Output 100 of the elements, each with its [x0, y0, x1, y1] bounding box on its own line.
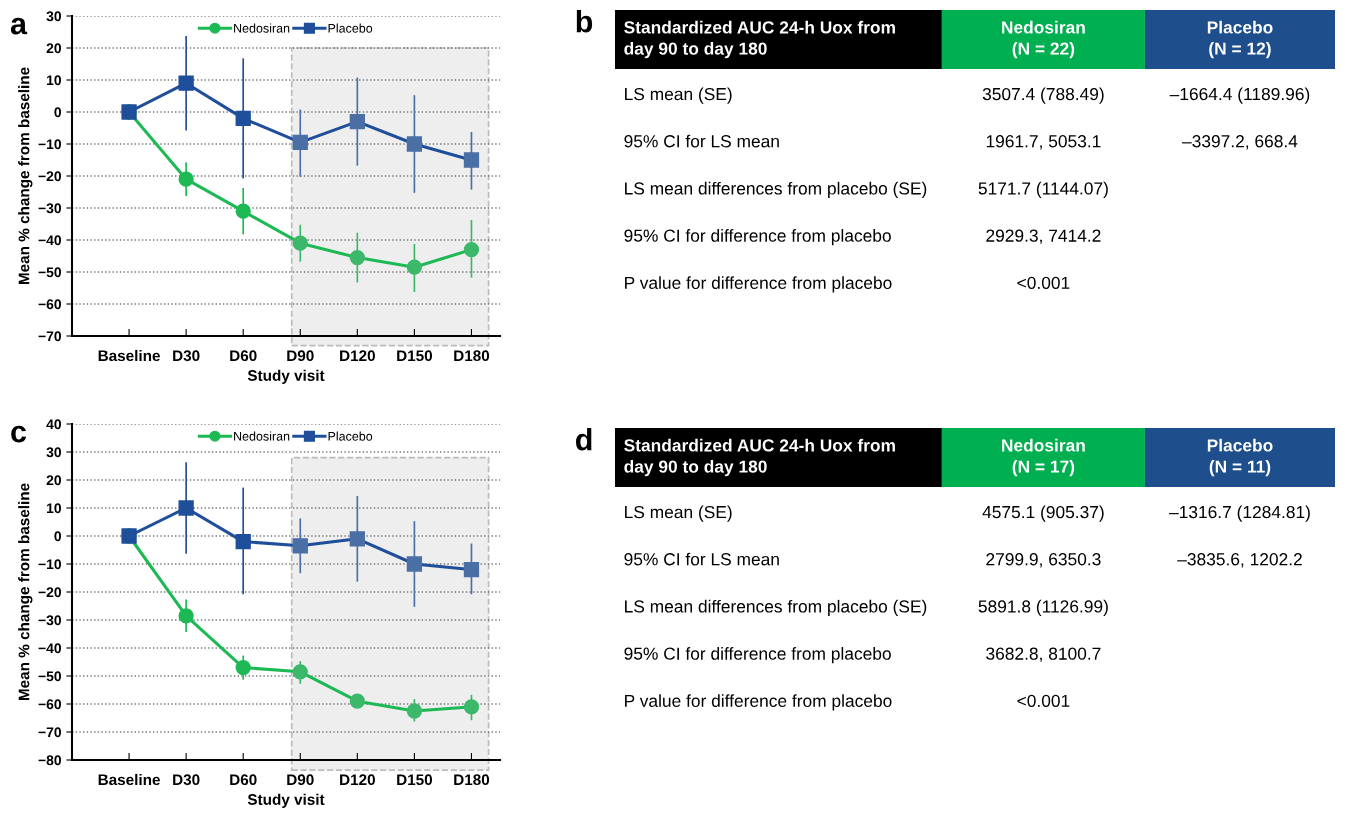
point: [463, 241, 480, 258]
x-tick-label: Baseline: [98, 773, 160, 786]
point: [235, 203, 251, 219]
x-tick-label: Baseline: [98, 349, 160, 362]
point: [292, 134, 308, 151]
text: 4575.1 (905.37): [982, 505, 1104, 522]
category-label: 95% CI for LS mean: [624, 134, 779, 148]
x-tick-label: D60: [230, 774, 257, 786]
y-tick-label: 0: [54, 107, 62, 118]
category-label: Placebo (N = 11): [1207, 438, 1273, 477]
x-tick-label: D150: [397, 350, 433, 362]
point: [292, 235, 308, 251]
point: [235, 110, 251, 127]
y-tick-label: 20: [46, 43, 62, 54]
x-tick-label: D120: [340, 774, 375, 786]
x-axis-title: Study visit: [247, 369, 325, 384]
chart-title: c: [11, 425, 27, 443]
y-tick-label: −80: [38, 755, 62, 766]
y-tick-label: −50: [38, 671, 62, 682]
y-axis-title: Mean % change from baseline: [18, 483, 33, 701]
x-tick-label: D180: [454, 774, 490, 786]
x-tick-label: D30: [173, 350, 200, 362]
x-tick-label: D90: [287, 774, 314, 786]
point: [406, 556, 423, 572]
y-tick-label: −70: [38, 727, 62, 738]
category-label: Placebo (N = 12): [1207, 20, 1273, 59]
text: b: [576, 10, 593, 33]
y-tick-label: 20: [46, 475, 62, 486]
y-tick-label: −50: [38, 267, 62, 278]
point: [235, 659, 251, 676]
x-tick-label: D120: [340, 350, 375, 362]
category-label: 95% CI for LS mean: [624, 552, 779, 566]
text: 2929.3, 7414.2: [986, 229, 1101, 244]
point: [235, 533, 251, 550]
y-tick-label: 30: [46, 447, 62, 458]
legend-label: Nedosiran: [234, 431, 290, 441]
point: [406, 136, 423, 152]
text: –3397.2, 668.4: [1182, 135, 1298, 150]
category-label: LS mean differences from placebo (SE): [625, 181, 927, 199]
text: 5891.8 (1126.99): [978, 599, 1108, 617]
point: [349, 693, 365, 709]
y-tick-label: 0: [54, 531, 62, 542]
category-label: LS mean (SE): [625, 87, 732, 104]
y-tick-label: −30: [38, 615, 62, 626]
text: –1664.4 (1189.96): [1169, 87, 1310, 104]
text: <0.001: [1017, 276, 1070, 290]
y-tick-label: 30: [46, 11, 62, 22]
text: –1316.7 (1284.81): [1169, 505, 1310, 522]
y-tick-label: −20: [38, 171, 62, 182]
category-label: 95% CI for difference from placebo: [624, 647, 891, 664]
category-label: Nedosiran (N = 22): [1002, 20, 1085, 59]
y-tick-label: 40: [46, 419, 62, 430]
y-axis-title: Mean % change from baseline: [18, 67, 33, 285]
legend-label: Nedosiran: [234, 23, 290, 33]
text: d: [575, 428, 592, 451]
chart-title: a: [10, 17, 28, 35]
point: [406, 703, 423, 719]
category-label: Standardized AUC 24-h Uox from day 90 to day 180: [624, 438, 895, 477]
legend-label: Placebo: [328, 431, 373, 441]
point: [178, 75, 194, 91]
text: –3835.6, 1202.2: [1177, 553, 1302, 568]
category-label: 95% CI for difference from placebo: [624, 229, 891, 246]
point: [463, 561, 480, 578]
x-tick-label: D150: [397, 774, 433, 786]
text: 5171.7 (1144.07): [978, 181, 1108, 199]
legend-label: Placebo: [328, 23, 373, 33]
category-label: LS mean differences from placebo (SE): [625, 599, 927, 617]
point: [178, 608, 194, 624]
x-axis-title: Study visit: [247, 793, 325, 808]
point: [349, 249, 365, 266]
text: 3507.4 (788.49): [982, 87, 1104, 104]
text: 3682.8, 8100.7: [986, 647, 1101, 662]
y-tick-label: −30: [38, 203, 62, 214]
text: 2799.9, 6350.3: [986, 553, 1101, 568]
point: [463, 152, 480, 168]
point: [349, 113, 365, 130]
y-tick-label: 10: [47, 503, 62, 514]
x-tick-label: D30: [173, 774, 200, 786]
point: [406, 259, 423, 275]
x-tick-label: D60: [230, 350, 257, 362]
x-tick-label: D90: [287, 350, 314, 362]
point: [178, 171, 194, 187]
category-label: LS mean (SE): [625, 505, 732, 522]
y-tick-label: −10: [38, 559, 62, 570]
y-tick-label: −40: [38, 643, 62, 654]
category-label: P value for difference from placebo: [625, 694, 892, 711]
category-label: Nedosiran (N = 17): [1002, 438, 1085, 477]
point: [349, 531, 365, 547]
point: [292, 538, 308, 554]
y-tick-label: 10: [47, 75, 62, 86]
category-label: P value for difference from placebo: [625, 276, 892, 293]
text: 1961.7, 5053.1: [986, 135, 1101, 150]
y-tick-label: −70: [38, 331, 62, 342]
y-tick-label: −60: [38, 299, 62, 310]
y-tick-label: −20: [38, 587, 62, 598]
x-tick-label: D180: [454, 350, 490, 362]
point: [463, 699, 480, 715]
y-tick-label: −60: [38, 699, 62, 710]
point: [292, 664, 308, 680]
y-tick-label: −40: [38, 235, 62, 246]
